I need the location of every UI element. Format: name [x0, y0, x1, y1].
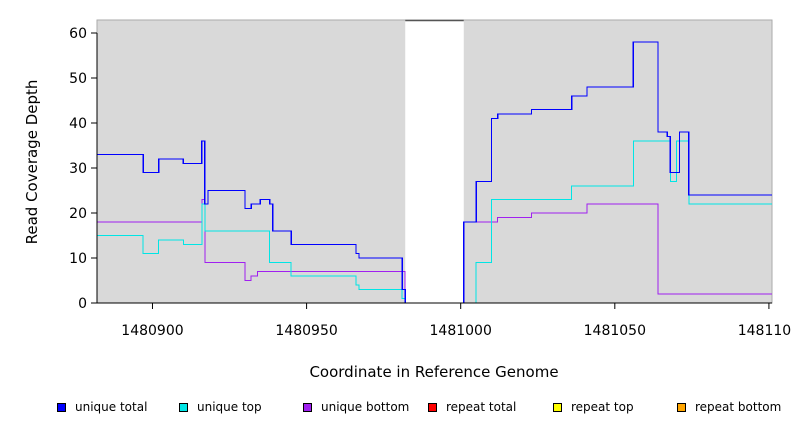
- y-tick-label: 40: [69, 116, 87, 132]
- x-tick-label: 1481050: [584, 323, 646, 339]
- gap-region: [405, 19, 464, 303]
- series-line-unique-top: [97, 140, 772, 304]
- legend-item: unique total: [57, 400, 147, 414]
- series-line-unique-total: [97, 41, 772, 304]
- legend-swatch: [553, 402, 562, 412]
- legend-item: unique top: [179, 400, 262, 414]
- y-tick-label: 20: [69, 206, 87, 222]
- y-tick-label: 10: [69, 251, 87, 267]
- y-tick-label: 60: [69, 26, 87, 42]
- legend-swatch: [179, 402, 188, 412]
- x-tick-label: 1480900: [121, 323, 183, 339]
- legend-label: repeat total: [446, 400, 517, 414]
- legend-label: unique top: [197, 400, 262, 414]
- legend-swatch: [57, 402, 66, 412]
- legend-item: repeat total: [428, 400, 516, 414]
- legend-item: unique bottom: [303, 400, 409, 414]
- legend-label: repeat bottom: [695, 400, 782, 414]
- legend-label: unique bottom: [321, 400, 410, 414]
- y-tick-label: 30: [69, 161, 87, 177]
- legend-item: repeat top: [553, 400, 634, 414]
- series-line-unique-bottom: [97, 199, 772, 304]
- y-axis-label: Read Coverage Depth: [23, 80, 41, 245]
- legend: unique total unique top unique bottom repea…: [0, 400, 792, 420]
- legend-label: unique total: [75, 400, 148, 414]
- y-tick-label: 0: [78, 296, 87, 312]
- x-tick-label: 1481000: [430, 323, 492, 339]
- y-tick-label: 50: [69, 71, 87, 87]
- legend-swatch: [303, 402, 312, 412]
- legend-item: repeat bottom: [677, 400, 781, 414]
- x-tick-label: 1480950: [275, 323, 337, 339]
- legend-swatch: [677, 402, 686, 412]
- gap-rect: [405, 20, 464, 303]
- axes: 0 10 20 30 40 50 60 1480900 1480950 1481000 148105…: [69, 26, 792, 339]
- x-axis-label: Coordinate in Reference Genome: [309, 363, 558, 381]
- x-tick-label: 1481100: [738, 323, 792, 339]
- legend-label: repeat top: [571, 400, 634, 414]
- legend-swatch: [428, 402, 437, 412]
